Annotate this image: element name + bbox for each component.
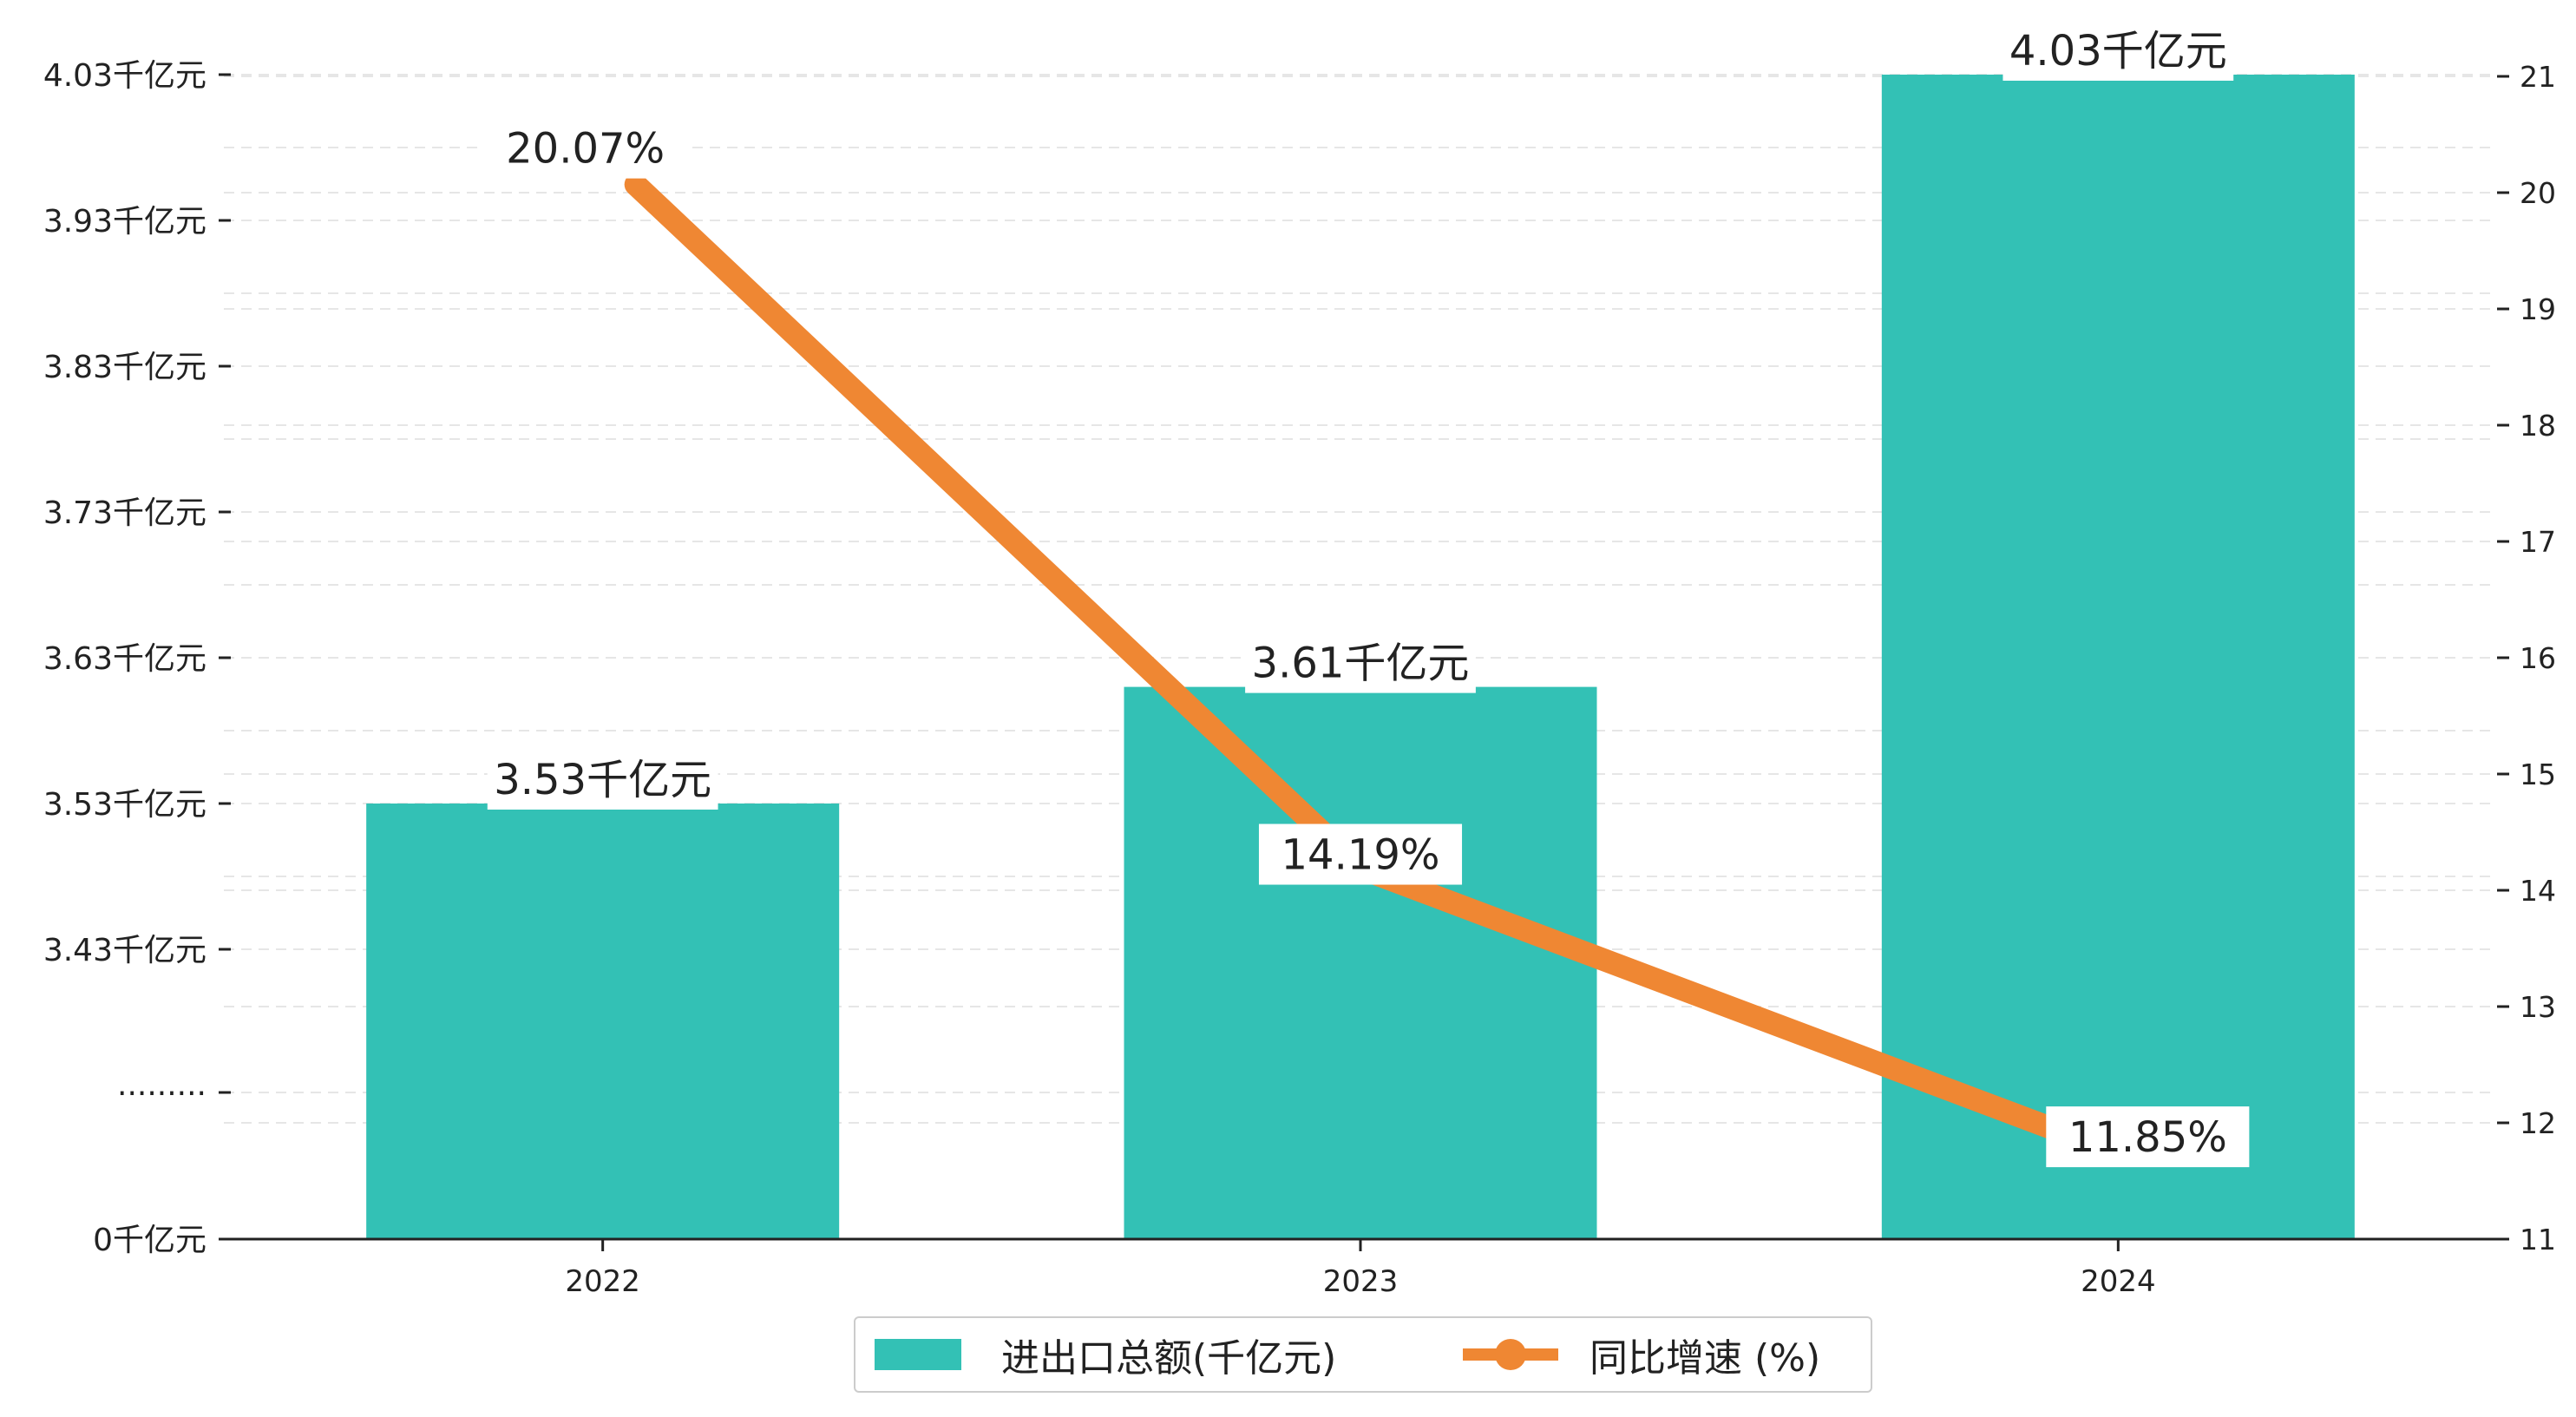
x-tick-label: 2024 bbox=[2081, 1264, 2156, 1299]
right-tick-label: 19 bbox=[2520, 292, 2556, 326]
legend-label-bar: 进出口总额(千亿元) bbox=[1001, 1336, 1337, 1381]
right-tick-label: 17 bbox=[2520, 525, 2556, 559]
left-tick-label: 3.93千亿元 bbox=[43, 204, 206, 239]
bar-2024 bbox=[1881, 75, 2355, 1239]
left-tick-label: ········· bbox=[117, 1076, 206, 1112]
right-tick-label: 14 bbox=[2520, 874, 2556, 908]
left-tick-label: 3.83千亿元 bbox=[43, 350, 206, 385]
legend-bar-swatch bbox=[875, 1339, 961, 1370]
bar-value-label: 4.03千亿元 bbox=[2009, 27, 2227, 75]
bar-2023 bbox=[1124, 686, 1597, 1239]
right-tick-label: 20 bbox=[2520, 176, 2556, 210]
right-tick-label: 18 bbox=[2520, 409, 2556, 443]
data-labels: 3.53千亿元 3.61千亿元 4.03千亿元 20.07% 14.19% 11.85% bbox=[483, 20, 2250, 1168]
bar-series bbox=[366, 75, 2355, 1239]
axes: 0千亿元 ········· 3.43千亿元 3.53千亿元 3.63千亿元 3.73千亿… bbox=[43, 58, 2556, 1299]
right-tick-label: 15 bbox=[2520, 758, 2556, 791]
legend-item-bar: 进出口总额(千亿元) bbox=[875, 1318, 1336, 1391]
left-tick-label: 3.73千亿元 bbox=[43, 495, 206, 531]
x-tick-label: 2023 bbox=[1323, 1264, 1399, 1299]
bar-value-label-bg bbox=[2002, 20, 2234, 81]
legend-item-line: 同比增速 (%) bbox=[1463, 1318, 1820, 1391]
right-tick-label: 12 bbox=[2520, 1106, 2556, 1140]
left-tick-label: 3.53千亿元 bbox=[43, 787, 206, 823]
legend: 进出口总额(千亿元) 同比增速 (%) bbox=[854, 1316, 1872, 1393]
right-tick-label: 16 bbox=[2520, 641, 2556, 675]
line-point-2022 bbox=[624, 173, 647, 196]
line-value-label-bg bbox=[1258, 823, 1463, 885]
line-value-label-bg bbox=[2046, 1106, 2250, 1168]
bar-value-label: 3.61千亿元 bbox=[1252, 640, 1470, 688]
line-value-label: 11.85% bbox=[2068, 1113, 2227, 1162]
legend-line-swatch bbox=[1463, 1337, 1558, 1372]
bar-value-label: 3.53千亿元 bbox=[494, 756, 711, 804]
line-value-label: 20.07% bbox=[506, 125, 665, 174]
bar-value-label-bg bbox=[1245, 632, 1476, 693]
line-value-label: 14.19% bbox=[1281, 831, 1439, 880]
legend-label-line: 同比增速 (%) bbox=[1590, 1336, 1821, 1381]
x-tick-label: 2022 bbox=[565, 1264, 640, 1299]
left-tick-label: 4.03千亿元 bbox=[43, 58, 206, 94]
left-tick-label: 0千亿元 bbox=[93, 1223, 206, 1258]
right-tick-label: 11 bbox=[2520, 1223, 2556, 1256]
right-tick-label: 21 bbox=[2520, 60, 2556, 94]
left-tick-label: 3.43千亿元 bbox=[43, 933, 206, 968]
line-value-label-bg bbox=[483, 117, 687, 179]
left-tick-label: 3.63千亿元 bbox=[43, 641, 206, 677]
bar-value-label-bg bbox=[487, 749, 718, 810]
bar-2022 bbox=[366, 804, 840, 1239]
right-tick-label: 13 bbox=[2520, 990, 2556, 1024]
